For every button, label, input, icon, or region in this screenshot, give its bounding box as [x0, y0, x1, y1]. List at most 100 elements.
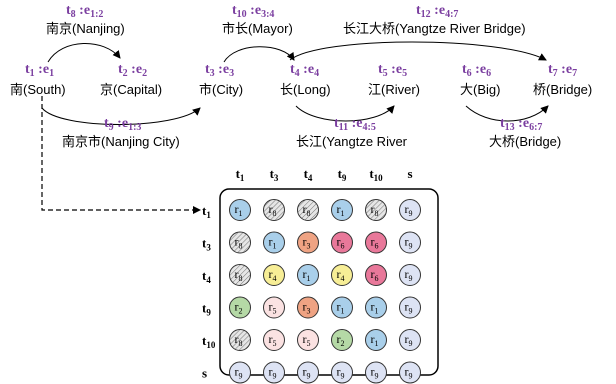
token-label: t11 :e4:5	[334, 116, 376, 133]
relation-label: r3	[303, 300, 311, 316]
matrix-cell: r5	[263, 296, 285, 319]
matrix-cell: r1	[263, 231, 285, 254]
token-label: t13 :e6:7	[500, 116, 542, 133]
matrix-cell: r6	[365, 264, 387, 286]
relation-circle	[229, 361, 251, 384]
token-edge-index: 1:2	[90, 9, 103, 20]
relation-circle	[365, 231, 387, 254]
matrix-cell: r5	[297, 329, 319, 351]
token-label: t10 :e3:4	[232, 3, 274, 20]
token-t4: t4 :e4长(Long)	[280, 62, 331, 97]
arc-t13	[465, 105, 549, 122]
relation-label: r1	[371, 332, 379, 348]
matrix-layer: t1 t3 t4 t9 t10 s t1 t3 t4 t9 t10 s r1 r8 r8 r1 r8 r9 r8 r1…	[202, 166, 421, 384]
relation-circle	[229, 231, 251, 254]
token-index: 2	[123, 68, 128, 79]
token-tag: t	[416, 3, 421, 18]
matrix-cell: r9	[399, 199, 421, 221]
token-t11: t11 :e4:5长江(Yangtze River	[296, 116, 408, 149]
relation-circle	[229, 296, 251, 319]
relation-label: r1	[235, 202, 243, 218]
matrix-cell: r8	[229, 231, 251, 254]
relation-label: r9	[269, 365, 277, 381]
matrix-col-header: s	[407, 166, 412, 181]
token-index: 9	[109, 122, 114, 133]
relation-label: r8	[371, 202, 379, 218]
relation-label: r9	[405, 202, 413, 218]
relation-circle	[365, 361, 387, 384]
token-word: 京(Capital)	[100, 82, 162, 97]
token-index: 1	[30, 68, 35, 79]
token-edge-index: 4:5	[363, 122, 376, 133]
token-tag: t	[548, 62, 553, 77]
relation-label: r1	[371, 300, 379, 316]
relation-label: r6	[337, 235, 345, 251]
relation-label: r6	[371, 267, 379, 283]
relation-label: r9	[405, 365, 413, 381]
matrix-cell: r8	[229, 264, 251, 286]
matrix-cell: r1	[331, 199, 353, 221]
matrix-cell: r1	[229, 199, 251, 221]
relation-circle	[297, 329, 319, 351]
matrix-cell: r9	[399, 264, 421, 286]
relation-circle	[365, 199, 387, 221]
token-t7: t7 :e7桥(Bridge)	[533, 62, 592, 97]
token-label: t4 :e4	[290, 62, 319, 79]
token-sep: :e	[128, 62, 142, 77]
token-sep: :e	[558, 62, 572, 77]
token-index: 10	[237, 9, 247, 20]
token-t8: t8 :e1:2南京(Nanjing)	[46, 3, 125, 36]
token-sep: :e	[215, 62, 229, 77]
relation-label: r2	[337, 332, 345, 348]
token-tag: t	[66, 3, 71, 18]
relation-label: r8	[235, 332, 243, 348]
relation-circle	[297, 231, 319, 254]
relation-label: r1	[269, 235, 277, 251]
relation-circle	[365, 329, 387, 351]
token-tag: t	[500, 116, 505, 131]
matrix-col-header: t3	[270, 166, 279, 183]
token-edge-index: 7	[572, 68, 577, 79]
token-label: t8 :e1:2	[66, 3, 103, 20]
relation-circle	[331, 264, 353, 286]
token-word: 市(City)	[199, 82, 243, 97]
token-t1: t1 :e1南(South)	[10, 62, 66, 97]
token-tag: t	[290, 62, 295, 77]
matrix-col-header: t1	[236, 166, 245, 183]
token-label: t9 :e1:3	[104, 116, 141, 133]
matrix-col-header: t4	[304, 166, 313, 183]
matrix-cell: r8	[297, 199, 319, 221]
matrix-cell: r9	[399, 296, 421, 319]
token-sep: :e	[515, 116, 529, 131]
token-edge-index: 4:7	[445, 9, 458, 20]
token-t2: t2 :e2京(Capital)	[100, 62, 162, 97]
relation-circle	[229, 329, 251, 351]
relation-circle	[297, 361, 319, 384]
token-sep: :e	[431, 3, 445, 18]
relation-circle	[297, 296, 319, 319]
matrix-cell: r8	[263, 199, 285, 221]
relation-circle	[297, 199, 319, 221]
token-index: 12	[421, 9, 431, 20]
relation-circle	[331, 199, 353, 221]
token-index: 7	[553, 68, 558, 79]
relation-circle	[399, 361, 421, 384]
token-index: 3	[210, 68, 215, 79]
token-index: 6	[467, 68, 472, 79]
token-word: 大(Big)	[460, 82, 500, 97]
relation-label: r5	[303, 332, 311, 348]
matrix-col-header: t9	[338, 166, 347, 183]
relation-label: r1	[303, 267, 311, 283]
matrix-cell: r9	[331, 361, 353, 384]
relation-label: r3	[303, 235, 311, 251]
relation-label: r8	[303, 202, 311, 218]
matrix-cell: r4	[331, 264, 353, 286]
matrix-cell: r9	[399, 361, 421, 384]
relation-label: r8	[269, 202, 277, 218]
token-label: t5 :e5	[378, 62, 407, 79]
matrix-cell: r2	[331, 329, 353, 351]
token-index: 8	[71, 9, 76, 20]
token-edge-index: 2	[142, 68, 147, 79]
